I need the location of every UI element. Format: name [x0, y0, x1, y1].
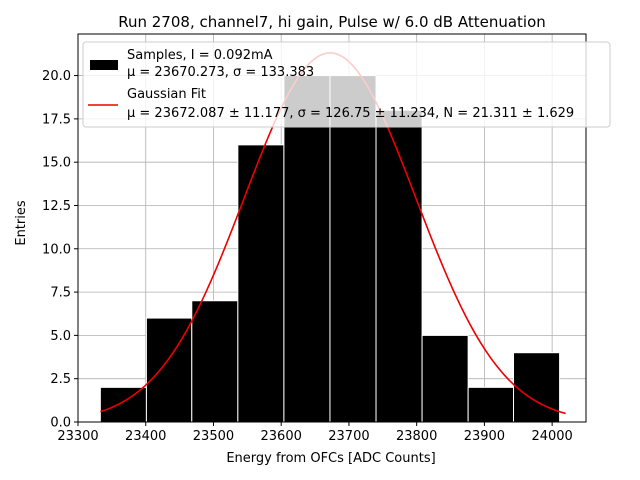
x-tick-label: 23500 — [193, 429, 234, 444]
histogram-bar — [283, 75, 331, 423]
x-tick-label: 23700 — [328, 429, 369, 444]
x-tick-label: 23400 — [125, 429, 166, 444]
legend-histogram-swatch — [90, 60, 118, 70]
y-tick-label: 12.5 — [42, 199, 71, 214]
y-tick-label: 5.0 — [50, 329, 71, 344]
x-tick-label: 23300 — [57, 429, 98, 444]
histogram-bar — [513, 352, 561, 423]
legend-fit-name: Gaussian Fit — [127, 87, 206, 102]
y-tick-label: 10.0 — [42, 242, 71, 257]
y-tick-label: 2.5 — [50, 372, 71, 387]
y-axis-label: Entries — [14, 200, 29, 246]
y-tick-label: 15.0 — [42, 156, 71, 171]
plot-frame — [77, 33, 587, 423]
legend-histogram-name: Samples, I = 0.092mA — [127, 48, 273, 63]
y-tick-label: 7.5 — [50, 286, 71, 301]
legend-box — [82, 41, 611, 128]
legend-fit-stats: μ = 23672.087 ± 11.177, σ = 126.75 ± 11.… — [127, 106, 574, 121]
x-axis-label: Energy from OFCs [ADC Counts] — [226, 451, 435, 466]
y-axis-ticks: 0.0 2.5 5.0 7.5 10.0 12.5 15.0 17.5 20.0 — [42, 69, 78, 431]
y-tick-label: 17.5 — [42, 112, 71, 127]
x-axis-ticks: 23300 23400 23500 23600 23700 23800 23900 24000 — [57, 422, 573, 444]
histogram-bar — [237, 144, 285, 423]
histogram-bars — [99, 75, 561, 423]
histogram-bar — [99, 386, 147, 423]
legend-histogram-stats: μ = 23670.273, σ = 133.383 — [127, 65, 314, 80]
x-tick-label: 23600 — [261, 429, 302, 444]
histogram-bar — [421, 334, 469, 423]
histogram-bar — [191, 300, 239, 423]
chart-title: Run 2708, channel7, hi gain, Pulse w/ 6.… — [118, 13, 546, 31]
x-tick-label: 23900 — [464, 429, 505, 444]
x-tick-label: 24000 — [531, 429, 572, 444]
y-tick-label: 20.0 — [42, 69, 71, 84]
legend: Samples, I = 0.092mA μ = 23670.273, σ = … — [82, 41, 611, 128]
histogram-bar — [329, 75, 377, 423]
histogram-bar — [467, 386, 515, 423]
y-tick-label: 0.0 — [50, 416, 71, 431]
x-tick-label: 23800 — [396, 429, 437, 444]
